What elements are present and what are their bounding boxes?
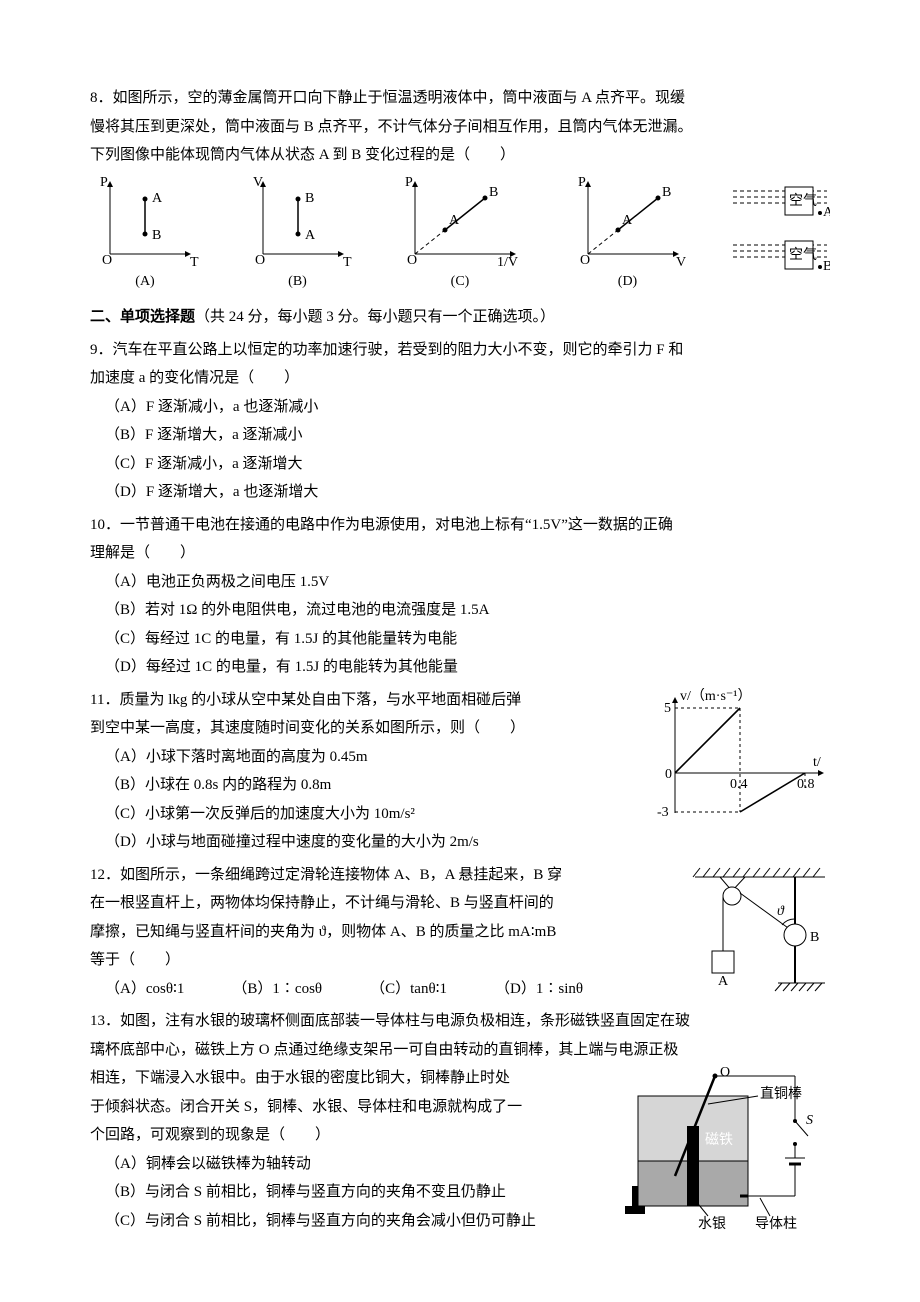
svg-text:A: A bbox=[152, 191, 163, 206]
q9-option-D: （D）F 逐渐增大，a 也逐渐增大 bbox=[105, 478, 431, 507]
q8-container-diagram: 空气 A 空气 B bbox=[730, 185, 830, 295]
q12-option-A: （A）cosθ∶1 bbox=[105, 975, 184, 1004]
q8-label-C: (C) bbox=[395, 269, 525, 296]
svg-text:V: V bbox=[676, 255, 686, 269]
svg-text:A: A bbox=[823, 205, 830, 220]
svg-text:O: O bbox=[580, 253, 590, 268]
svg-text:5: 5 bbox=[664, 701, 671, 716]
svg-text:B: B bbox=[305, 191, 314, 206]
question-13: 13．如图，注有水银的玻璃杯侧面底部装一导体柱与电源负极相连，条形磁铁竖直固定在… bbox=[90, 1007, 830, 1242]
q8-stem-line1: 8．如图所示，空的薄金属筒开口向下静止于恒温透明液体中，筒中液面与 A 点齐平。… bbox=[90, 84, 830, 113]
section-2-tail: （共 24 分，每小题 3 分。每小题只有一个正确选项。） bbox=[195, 309, 555, 325]
q13-stem-line1: 13．如图，注有水银的玻璃杯侧面底部装一导体柱与电源负极相连，条形磁铁竖直固定在… bbox=[90, 1007, 830, 1036]
svg-text:空气: 空气 bbox=[789, 193, 817, 209]
svg-text:导体柱: 导体柱 bbox=[755, 1216, 797, 1232]
q12-diagram: A B ϑ bbox=[690, 863, 830, 993]
question-10: 10．一节普通干电池在接通的电路中作为电源使用，对电池上标有“1.5V”这一数据… bbox=[90, 511, 830, 682]
section-2-head: 二、单项选择题 bbox=[90, 309, 195, 325]
svg-text:-3: -3 bbox=[657, 805, 669, 820]
svg-text:直铜棒: 直铜棒 bbox=[760, 1085, 802, 1102]
q11-graph: v/（m·s⁻¹） t/ 0 5 -3 0.4 0.8 bbox=[645, 688, 830, 823]
svg-text:t/: t/ bbox=[813, 755, 821, 770]
q10-stem-line1: 10．一节普通干电池在接通的电路中作为电源使用，对电池上标有“1.5V”这一数据… bbox=[90, 511, 830, 540]
q8-chart-A: P T O A B (A) bbox=[90, 174, 200, 296]
q8-chart-C: P 1/V O A B (C) bbox=[395, 174, 525, 296]
q10-option-C: （C）每经过 1C 的电量，有 1.5J 的其他能量转为电能 bbox=[105, 625, 830, 654]
svg-text:S: S bbox=[806, 1113, 813, 1128]
question-12: A B ϑ 12．如图所示，一条细绳跨过定滑轮连接物体 A、B，A 悬挂起来，B… bbox=[90, 861, 830, 1004]
svg-text:0: 0 bbox=[665, 767, 672, 782]
question-9: 9．汽车在平直公路上以恒定的功率加速行驶，若受到的阻力大小不变，则它的牵引力 F… bbox=[90, 336, 830, 507]
svg-text:O: O bbox=[720, 1066, 730, 1080]
svg-text:0.4: 0.4 bbox=[730, 777, 748, 792]
q10-option-D: （D）每经过 1C 的电量，有 1.5J 的电能转为其他能量 bbox=[105, 653, 830, 682]
q12-option-B: （B）1∶cosθ bbox=[232, 975, 322, 1004]
svg-text:V: V bbox=[253, 175, 263, 190]
q10-option-B: （B）若对 1Ω 的外电阻供电，流过电池的电流强度是 1.5A bbox=[105, 596, 830, 625]
svg-text:A: A bbox=[449, 213, 460, 228]
svg-text:磁铁: 磁铁 bbox=[705, 1132, 733, 1148]
q8-label-A: (A) bbox=[90, 269, 200, 296]
question-11: v/（m·s⁻¹） t/ 0 5 -3 0.4 0.8 11．质量为 lkg 的… bbox=[90, 686, 830, 857]
section-2-heading: 二、单项选择题（共 24 分，每小题 3 分。每小题只有一个正确选项。） bbox=[90, 303, 830, 332]
svg-text:B: B bbox=[489, 185, 498, 200]
svg-text:A: A bbox=[305, 228, 316, 243]
q12-option-C: （C）tanθ∶1 bbox=[370, 975, 447, 1004]
q8-chart-D: P V O A B (D) bbox=[568, 174, 688, 296]
svg-text:B: B bbox=[823, 259, 830, 274]
svg-text:空气: 空气 bbox=[789, 247, 817, 263]
q9-stem-line1: 9．汽车在平直公路上以恒定的功率加速行驶，若受到的阻力大小不变，则它的牵引力 F… bbox=[90, 336, 830, 365]
svg-text:P: P bbox=[405, 175, 413, 190]
svg-text:A: A bbox=[622, 213, 633, 228]
q8-stem-line3: 下列图像中能体现筒内气体从状态 A 到 B 变化过程的是（ ） bbox=[90, 141, 830, 170]
svg-text:T: T bbox=[190, 255, 199, 269]
q11-option-D: （D）小球与地面碰撞过程中速度的变化量的大小为 2m/s bbox=[105, 828, 830, 857]
q10-stem-line2: 理解是（ ） bbox=[90, 539, 830, 568]
q13-stem-line2: 璃杯底部中心，磁铁上方 O 点通过绝缘支架吊一可自由转动的直铜棒，其上端与电源正… bbox=[90, 1036, 830, 1065]
q8-label-B: (B) bbox=[243, 269, 353, 296]
svg-text:B: B bbox=[662, 185, 671, 200]
svg-text:B: B bbox=[810, 930, 819, 945]
q13-diagram: O S 直铜棒 磁铁 水银 导体柱 bbox=[620, 1066, 830, 1236]
svg-text:v/（m·s⁻¹）: v/（m·s⁻¹） bbox=[680, 688, 751, 704]
svg-text:P: P bbox=[578, 175, 586, 190]
svg-text:O: O bbox=[102, 253, 112, 268]
question-8: 8．如图所示，空的薄金属筒开口向下静止于恒温透明液体中，筒中液面与 A 点齐平。… bbox=[90, 84, 830, 295]
svg-text:A: A bbox=[718, 974, 729, 989]
svg-text:0.8: 0.8 bbox=[797, 777, 815, 792]
svg-text:O: O bbox=[407, 253, 417, 268]
q9-option-A: （A）F 逐渐减小，a 也逐渐减小 bbox=[105, 393, 431, 422]
svg-text:水银: 水银 bbox=[698, 1216, 726, 1232]
q8-chart-B: V T O B A (B) bbox=[243, 174, 353, 296]
q8-stem-line2: 慢将其压到更深处，筒中液面与 B 点齐平，不计气体分子间相互作用，且筒内气体无泄… bbox=[90, 113, 830, 142]
svg-text:P: P bbox=[100, 175, 108, 190]
q9-option-C: （C）F 逐渐减小，a 逐渐增大 bbox=[105, 450, 431, 479]
q9-stem-line2: 加速度 a 的变化情况是（ ） bbox=[90, 364, 830, 393]
q8-label-D: (D) bbox=[568, 269, 688, 296]
svg-text:B: B bbox=[152, 228, 161, 243]
svg-text:1/V: 1/V bbox=[497, 255, 518, 269]
q12-option-D: （D）1∶sinθ bbox=[495, 975, 583, 1004]
svg-text:O: O bbox=[255, 253, 265, 268]
q8-figure-row: P T O A B (A) V T O B bbox=[90, 174, 830, 296]
q9-option-B: （B）F 逐渐增大，a 逐渐减小 bbox=[105, 421, 431, 450]
svg-text:T: T bbox=[343, 255, 352, 269]
svg-text:ϑ: ϑ bbox=[777, 904, 785, 919]
q10-option-A: （A）电池正负两极之间电压 1.5V bbox=[105, 568, 830, 597]
